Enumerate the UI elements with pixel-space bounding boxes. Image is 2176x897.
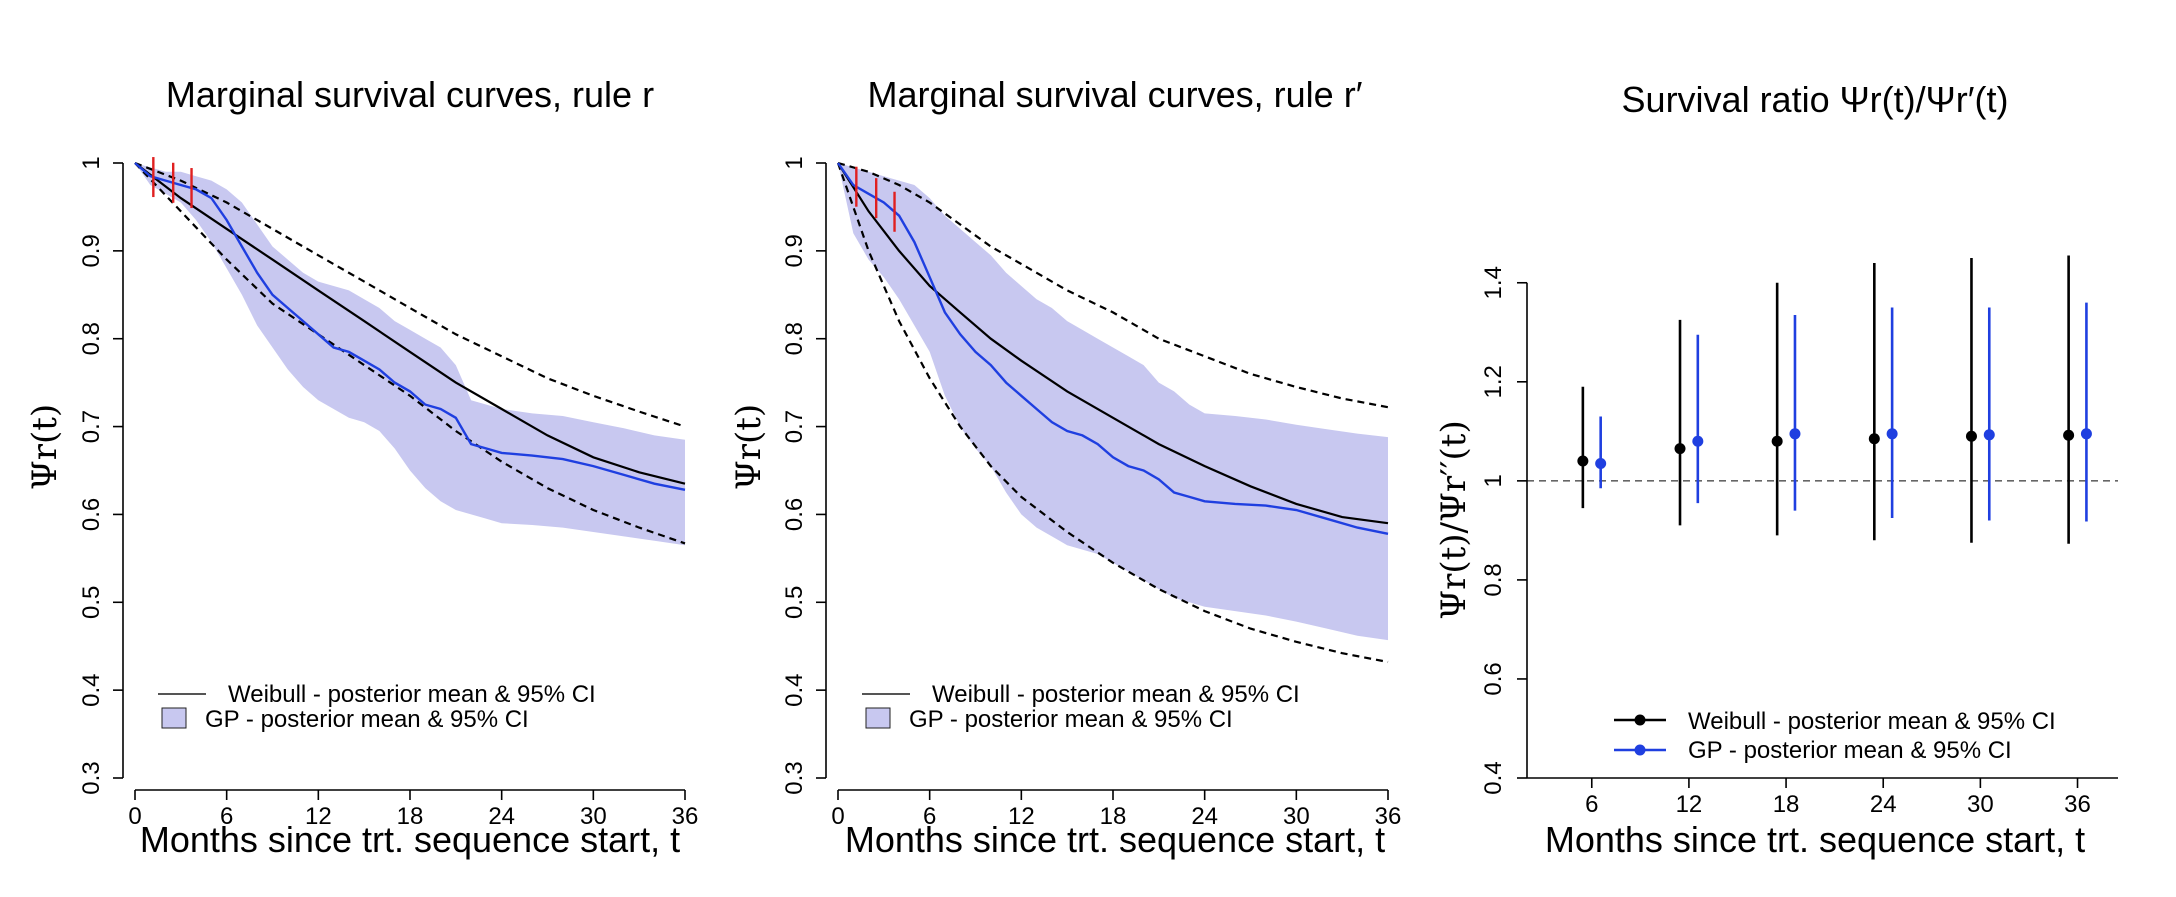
y-tick-label: 0.8: [781, 322, 808, 355]
legend: Weibull - posterior mean & 95% CI GP - p…: [862, 681, 1300, 733]
y-axis-label: Ψr(t): [729, 404, 769, 490]
y-axis-label: Ψr(t)/Ψr′′(t): [1434, 420, 1474, 619]
y-tick-label: 0.4: [78, 673, 105, 706]
y-tick-label: 0.3: [781, 761, 808, 794]
weibull-upper-ci-line: [134, 161, 686, 428]
mean-point: [1868, 433, 1880, 445]
y-tick-label: 0.4: [781, 673, 808, 706]
panel-survival-ratio: Survival ratio Ψr(t)/Ψr′(t) 6 12 18 24 30 36 …: [1434, 79, 2118, 860]
legend-weibull-label: Weibull - posterior mean & 95% CI: [228, 681, 596, 708]
y-tick-label: 0.7: [781, 410, 808, 443]
y-tick-label: 0.4: [1480, 761, 1507, 794]
x-tick-label: 36: [2064, 791, 2091, 818]
x-tick-label: 6: [220, 803, 233, 830]
x-tick-label: 12: [1676, 791, 1703, 818]
weibull-upper-ci-line: [837, 161, 1389, 409]
y-tick-label: 1: [78, 156, 105, 169]
legend-gp-swatch: [161, 707, 187, 729]
x-axis-label: Months since trt. sequence start, t: [1545, 819, 2085, 860]
panel-rule-r: Marginal survival curves, rule r 0 6 12 18 2…: [25, 74, 698, 860]
y-tick-label: 0.5: [78, 586, 105, 619]
panel-rule-r-prime: Marginal survival curves, rule r′ 0 6 12 18…: [729, 74, 1401, 860]
y-tick-label: 0.6: [781, 498, 808, 531]
panel-title: Marginal survival curves, rule r: [166, 74, 654, 115]
x-tick-label: 30: [1967, 791, 1994, 818]
legend-gp-swatch: [865, 707, 891, 729]
x-tick-label: 18: [397, 803, 424, 830]
gp-credible-band: [838, 163, 1388, 641]
gp-mean-line: [134, 162, 686, 491]
mean-point: [2063, 429, 2075, 441]
y-tick-label: 0.9: [78, 234, 105, 267]
legend-gp-label: GP - posterior mean & 95% CI: [205, 706, 529, 733]
x-tick-label: 6: [1585, 791, 1598, 818]
x-tick-label: 6: [923, 803, 936, 830]
legend: Weibull - posterior mean & 95% CI GP - p…: [1614, 708, 2056, 764]
y-tick-label: 0.7: [78, 410, 105, 443]
weibull-mean-line: [837, 162, 1389, 525]
mean-point: [2080, 428, 2092, 440]
y-tick-label: 1: [781, 156, 808, 169]
x-tick-label: 30: [580, 803, 607, 830]
panel-title: Survival ratio Ψr(t)/Ψr′(t): [1622, 79, 2009, 120]
x-tick-label: 24: [488, 803, 515, 830]
weibull-mean-line: [134, 162, 686, 485]
y-axis-label: Ψr(t): [25, 404, 65, 490]
x-tick-label: 24: [1870, 791, 1897, 818]
legend-gp-label: GP - posterior mean & 95% CI: [1688, 737, 2012, 764]
mean-point: [1886, 428, 1898, 440]
mean-point: [1983, 429, 1995, 441]
y-tick-label: 0.3: [78, 761, 105, 794]
mean-point: [1595, 458, 1607, 470]
x-axis-label: Months since trt. sequence start, t: [845, 819, 1385, 860]
x-tick-label: 36: [672, 803, 699, 830]
mean-point: [1577, 455, 1589, 467]
x-tick-label: 24: [1191, 803, 1218, 830]
legend-weibull-label: Weibull - posterior mean & 95% CI: [932, 681, 1300, 708]
y-tick-label: 0.8: [78, 322, 105, 355]
mean-point: [1789, 428, 1801, 440]
legend: Weibull - posterior mean & 95% CI GP - p…: [158, 681, 596, 733]
y-tick-label: 1: [1480, 474, 1507, 487]
y-tick-label: 1.2: [1480, 365, 1507, 398]
legend-weibull-point: [1634, 714, 1646, 726]
x-tick-label: 0: [831, 803, 844, 830]
legend-gp-label: GP - posterior mean & 95% CI: [909, 706, 1233, 733]
mean-point: [1771, 435, 1783, 447]
legend-gp-point: [1634, 744, 1646, 756]
mean-point: [1692, 435, 1704, 447]
y-tick-label: 0.6: [1480, 662, 1507, 695]
x-axis-label: Months since trt. sequence start, t: [140, 819, 680, 860]
panel-title: Marginal survival curves, rule r′: [868, 74, 1363, 115]
y-tick-label: 0.6: [78, 498, 105, 531]
x-tick-label: 12: [305, 803, 332, 830]
legend-weibull-label: Weibull - posterior mean & 95% CI: [1688, 708, 2056, 735]
x-tick-label: 18: [1100, 803, 1127, 830]
mean-point: [1674, 443, 1686, 455]
x-tick-label: 12: [1008, 803, 1035, 830]
x-tick-label: 18: [1773, 791, 1800, 818]
y-tick-label: 1.4: [1480, 266, 1507, 299]
x-tick-label: 30: [1283, 803, 1310, 830]
y-tick-label: 0.9: [781, 234, 808, 267]
y-tick-label: 0.5: [781, 586, 808, 619]
y-tick-label: 0.8: [1480, 563, 1507, 596]
mean-point: [1965, 430, 1977, 442]
gp-mean-line: [837, 162, 1389, 535]
x-tick-label: 36: [1375, 803, 1402, 830]
weibull-lower-ci-line: [134, 162, 686, 545]
x-tick-label: 0: [128, 803, 141, 830]
gp-credible-band: [135, 163, 685, 546]
